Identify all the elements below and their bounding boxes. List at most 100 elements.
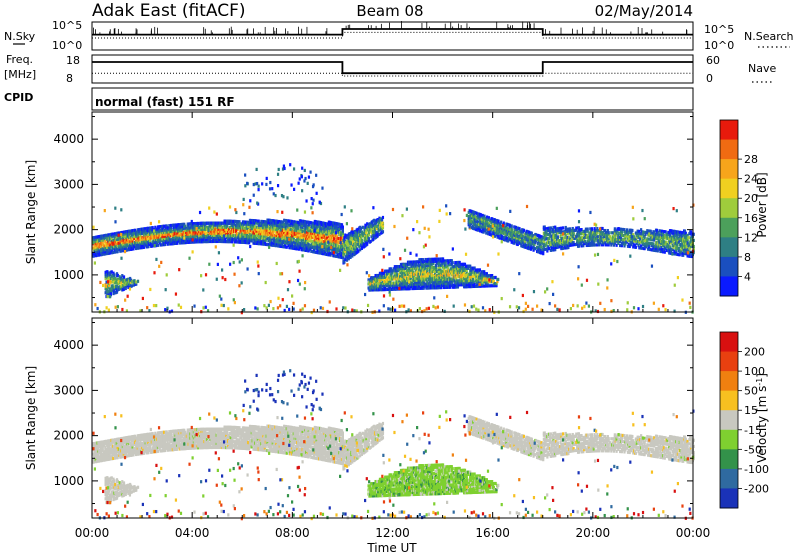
power-cell: [106, 270, 109, 274]
power-cell: [297, 231, 300, 235]
power-cell: [366, 238, 369, 242]
power-cell: [420, 278, 424, 282]
noise-right-label: N.Search: [744, 30, 794, 43]
power-cell: [209, 237, 212, 242]
power-cell: [139, 242, 142, 246]
power-cell: [258, 242, 261, 246]
power-cell: [503, 227, 506, 232]
power-cell: [359, 229, 362, 234]
power-cell: [247, 236, 250, 241]
power-cell: [112, 291, 115, 296]
power-cell: [286, 221, 289, 225]
power-cell: [192, 222, 195, 226]
power-cell: [233, 221, 236, 226]
power-cell: [486, 221, 489, 225]
power-cell: [335, 248, 338, 252]
power-cell: [126, 284, 129, 288]
power-cell: [120, 230, 124, 235]
power-cell: [318, 241, 321, 245]
power-cell: [414, 262, 417, 266]
power-cell: [562, 246, 565, 250]
power-cell: [515, 232, 519, 236]
power-cell: [162, 236, 165, 241]
power-cell: [390, 273, 393, 277]
power-cell: [120, 249, 123, 253]
power-cell: [434, 263, 438, 267]
power-cell: [108, 287, 112, 291]
power-cell: [98, 245, 101, 249]
power-cell: [142, 245, 146, 249]
power-cell: [556, 231, 559, 235]
power-cell: [477, 284, 480, 288]
power-cell: [144, 233, 147, 237]
power-cell: [327, 253, 330, 257]
noise-panel-frame: [91, 21, 694, 51]
power-cell: [564, 242, 567, 246]
power-cell: [384, 281, 387, 285]
power-cell: [366, 222, 369, 226]
power-cell: [104, 242, 107, 246]
power-cell: [470, 272, 473, 276]
power-cell: [307, 224, 310, 229]
power-cell: [307, 243, 310, 247]
power-cell: [298, 235, 302, 239]
power-cell: [256, 225, 259, 229]
power-cell: [170, 223, 173, 228]
power-cell: [475, 274, 478, 278]
power-cell: [529, 247, 533, 251]
power-cell: [283, 243, 287, 247]
power-cell: [105, 274, 108, 278]
power-cell: [452, 273, 455, 277]
power-cell: [551, 242, 554, 246]
power-cell: [316, 242, 319, 246]
power-cell: [254, 239, 257, 243]
power-cell: [314, 222, 317, 226]
power-cell: [477, 228, 480, 232]
power-cell: [427, 259, 431, 264]
power-cell: [465, 268, 468, 272]
power-cell: [147, 234, 150, 239]
power-cell: [497, 277, 500, 282]
power-cell: [457, 279, 460, 283]
power-cell: [473, 217, 476, 221]
power-cell: [341, 233, 344, 237]
power-cell: [548, 228, 552, 232]
power-cell: [462, 264, 465, 269]
power-cell: [463, 262, 467, 266]
power-cell: [231, 236, 234, 240]
power-cell: [335, 234, 338, 238]
power-cell: [108, 283, 111, 287]
power-cell: [463, 266, 467, 270]
power-cell: [436, 275, 439, 280]
power-cell: [332, 239, 335, 243]
power-cell: [134, 246, 138, 251]
power-cell: [92, 254, 96, 258]
power-cell: [286, 223, 289, 227]
power-cell: [513, 235, 516, 239]
power-cell: [489, 228, 492, 233]
power-cell: [367, 233, 371, 237]
power-cell: [377, 284, 380, 288]
power-cell: [479, 213, 483, 217]
power-cell: [554, 247, 557, 252]
power-cell: [433, 267, 436, 272]
power-cell: [486, 217, 490, 222]
power-cell: [521, 234, 525, 238]
power-cell: [378, 279, 382, 284]
power-cell: [435, 261, 439, 265]
power-cell: [299, 225, 302, 229]
power-cell: [206, 233, 210, 238]
power-cell: [184, 226, 188, 230]
power-cell: [110, 286, 113, 290]
power-cell: [371, 278, 375, 282]
power-cell: [554, 241, 557, 246]
power-cell: [519, 235, 522, 239]
power-cell: [316, 226, 319, 230]
power-cell: [129, 276, 132, 281]
power-cell: [96, 237, 99, 241]
power-cell: [158, 241, 161, 245]
power-cell: [158, 231, 161, 235]
power-cell: [236, 232, 239, 236]
power-cell: [100, 252, 103, 257]
power-cell: [490, 219, 493, 223]
